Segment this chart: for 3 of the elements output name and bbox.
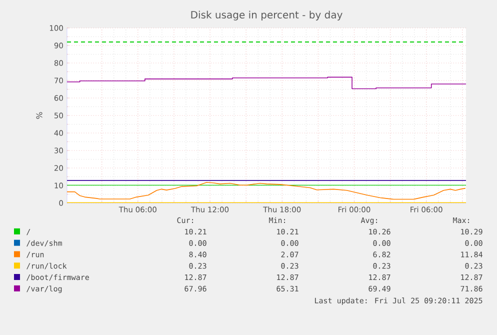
line-series bbox=[67, 182, 466, 200]
chart-title: Disk usage in percent - by day bbox=[191, 10, 342, 20]
y-axis-title: % bbox=[36, 112, 42, 119]
